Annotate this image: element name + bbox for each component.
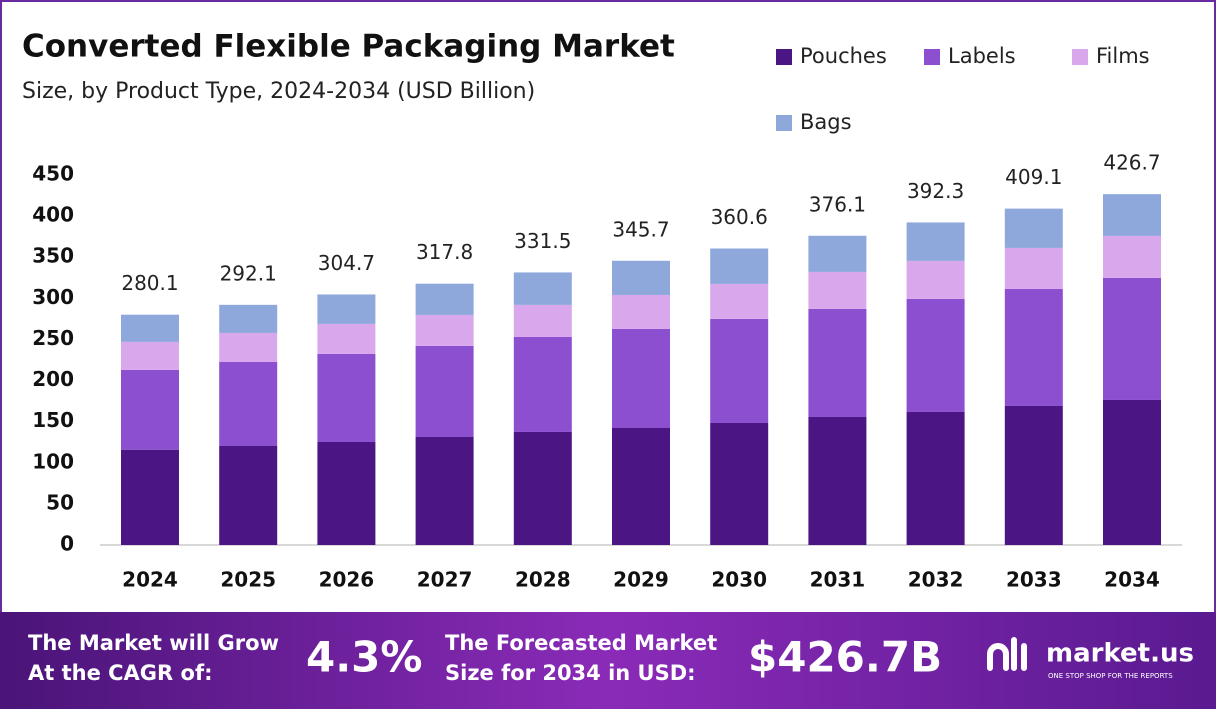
bar-segment [513,431,572,545]
bar-segment [1103,194,1161,236]
bar-segment [808,235,867,272]
forecast-label: Size for 2034 in USD: [445,661,696,685]
legend-swatch [924,49,940,65]
y-tick-label: 250 [32,326,74,350]
x-tick-label: 2032 [908,568,964,592]
total-label: 331.5 [514,229,571,253]
bar-segment [219,332,278,362]
total-label: 392.3 [907,179,964,203]
forecast-value: $426.7B [748,633,942,682]
cagr-label: The Market will Grow [28,631,279,655]
bar-segment [219,446,278,545]
bar-segment [1103,235,1161,278]
bar-segment [612,260,670,295]
bar-segment [1004,288,1063,406]
bar-segment [1004,405,1063,545]
bar-segment [121,449,179,545]
bar-segment [121,341,179,370]
total-label: 376.1 [809,192,866,216]
cagr-value: 4.3% [306,633,422,682]
legend-label: Pouches [800,44,887,68]
bar-segment [612,427,670,545]
bar-segment [219,361,278,447]
legend-label: Labels [948,44,1016,68]
bar-segment [513,336,572,432]
tagline: ONE STOP SHOP FOR THE REPORTS [1048,672,1173,680]
x-tick-label: 2027 [417,568,473,592]
bar-segment [1103,399,1161,545]
legend-swatch [1072,49,1088,65]
legend-swatch [776,115,792,131]
x-tick-label: 2025 [220,568,276,592]
y-tick-label: 400 [32,203,74,227]
bar-segment [317,294,376,324]
x-tick-label: 2033 [1006,568,1062,592]
x-tick-label: 2024 [122,568,178,592]
total-label: 317.8 [416,240,473,264]
y-tick-label: 300 [32,285,74,309]
bar-segment [906,222,965,261]
y-tick-label: 100 [32,449,74,473]
bar-segment [710,248,769,284]
x-tick-label: 2029 [613,568,669,592]
logo-icon [987,637,1027,671]
total-label: 280.1 [121,271,178,295]
total-label: 426.7 [1103,151,1160,175]
bar-segment [710,283,769,319]
chart-subtitle: Size, by Product Type, 2024-2034 (USD Bi… [22,79,535,104]
bar-segment [415,345,474,437]
bar-segment [612,328,670,428]
x-tick-label: 2031 [810,568,866,592]
bar-segment [906,260,965,299]
y-tick-label: 50 [46,490,74,514]
bar-segment [513,272,572,305]
bar-segment [906,298,965,412]
total-label: 345.7 [612,217,669,241]
bar-segment [415,436,474,545]
bar-segment [1004,208,1063,248]
bar-segment [612,294,670,329]
bar-segment [906,411,965,545]
bar-segment [219,304,278,333]
y-tick-label: 150 [32,408,74,432]
y-tick-label: 350 [32,244,74,268]
total-label: 292.1 [220,261,277,285]
bar-segment [121,314,179,342]
bar-segment [808,416,867,545]
bar-segment [415,283,474,315]
forecast-label: The Forecasted Market [445,631,717,655]
legend-label: Bags [800,110,852,134]
bar-segment [710,318,769,423]
bar-segment [317,441,376,545]
total-label: 304.7 [318,251,375,275]
bar-segment [1103,277,1161,400]
y-tick-label: 200 [32,367,74,391]
bar-segment [710,422,769,545]
y-tick-label: 0 [60,532,74,556]
x-tick-label: 2030 [711,568,767,592]
total-label: 360.6 [711,205,768,229]
legend-label: Films [1096,44,1150,68]
bar-segment [415,314,474,346]
cagr-label: At the CAGR of: [28,661,213,685]
bar-segment [513,304,572,337]
x-tick-label: 2034 [1104,568,1160,592]
x-tick-label: 2028 [515,568,571,592]
bar-segment [1004,247,1063,289]
y-tick-label: 450 [32,162,74,186]
bar-segment [808,271,867,309]
chart-title: Converted Flexible Packaging Market [22,29,675,65]
bar-segment [808,308,867,417]
legend-swatch [776,49,792,65]
logo: market.us [1046,639,1194,669]
bar-segment [317,353,376,442]
bar-segment [317,323,376,354]
bar-segment [121,369,179,450]
total-label: 409.1 [1005,165,1062,189]
x-tick-label: 2026 [319,568,375,592]
